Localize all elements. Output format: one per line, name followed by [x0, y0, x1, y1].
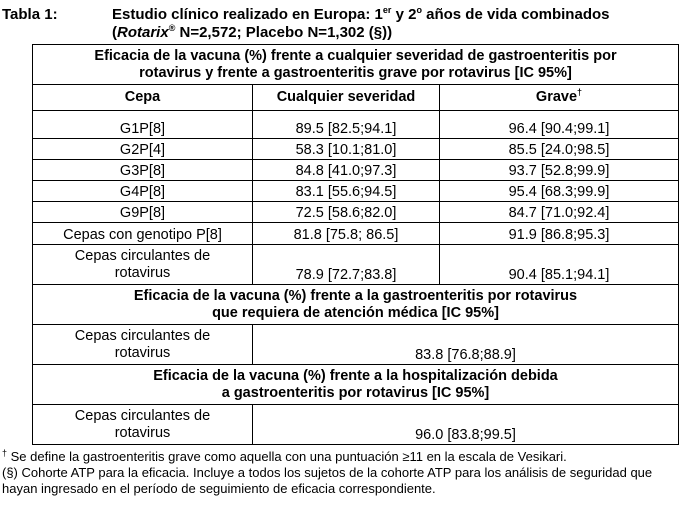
section-header-row: Eficacia de la vacuna (%) frente a cualq…	[32, 44, 679, 85]
section2-title: Eficacia de la vacuna (%) frente a la ga…	[32, 284, 679, 325]
section-header-row: Eficacia de la vacuna (%) frente a la ho…	[32, 364, 679, 405]
circulating-strains-label: Cepas circulantes de rotavirus	[32, 324, 253, 365]
table-label: Tabla 1:	[2, 6, 58, 23]
circulating-strains-label: Cepas circulantes de rotavirus	[32, 244, 253, 285]
table-row: G4P[8] 83.1 [55.6;94.5] 95.4 [68.3;99.9]	[32, 180, 679, 202]
table-row: G1P[8] 89.5 [82.5;94.1] 96.4 [90.4;99.1]	[32, 110, 679, 139]
col-header-severe: Grave†	[439, 84, 679, 111]
col-header-any: Cualquier severidad	[252, 84, 440, 111]
table-row: Cepas circulantes de rotavirus 96.0 [83.…	[32, 404, 679, 445]
footnotes: † Se define la gastroenteritis grave com…	[2, 449, 678, 497]
table-row: Cepas circulantes de rotavirus 83.8 [76.…	[32, 324, 679, 365]
col-header-cepa: Cepa	[32, 84, 253, 111]
section-header-row: Eficacia de la vacuna (%) frente a la ga…	[32, 284, 679, 325]
footnote-atp: (§) Cohorte ATP para la eficacia. Incluy…	[2, 465, 653, 496]
table-row: Cepas circulantes de rotavirus 78.9 [72.…	[32, 244, 679, 285]
table-row: G3P[8] 84.8 [41.0;97.3] 93.7 [52.8;99.9]	[32, 159, 679, 181]
footnote-severe: † Se define la gastroenteritis grave com…	[2, 448, 567, 465]
table-row: G2P[4] 58.3 [10.1;81.0] 85.5 [24.0;98.5]	[32, 138, 679, 160]
table-row: Cepas con genotipo P[8] 81.8 [75.8; 86.5…	[32, 222, 679, 245]
medical-attention-value: 83.8 [76.8;88.9]	[252, 324, 679, 365]
table-row: G9P[8] 72.5 [58.6;82.0] 84.7 [71.0;92.4]	[32, 201, 679, 223]
brand-name: Rotarix	[117, 24, 169, 41]
circulating-strains-label: Cepas circulantes de rotavirus	[32, 404, 253, 445]
column-header-row: Cepa Cualquier severidad Grave†	[32, 84, 679, 111]
hospitalization-value: 96.0 [83.8;99.5]	[252, 404, 679, 445]
table-title-line1: Estudio clínico realizado en Europa: 1er…	[112, 5, 610, 24]
section1-title: Eficacia de la vacuna (%) frente a cualq…	[32, 44, 679, 85]
table-title-line2: (Rotarix® N=2,572; Placebo N=1,302 (§))	[112, 23, 393, 42]
section3-title: Eficacia de la vacuna (%) frente a la ho…	[32, 364, 679, 405]
efficacy-table: Eficacia de la vacuna (%) frente a cualq…	[32, 44, 679, 445]
